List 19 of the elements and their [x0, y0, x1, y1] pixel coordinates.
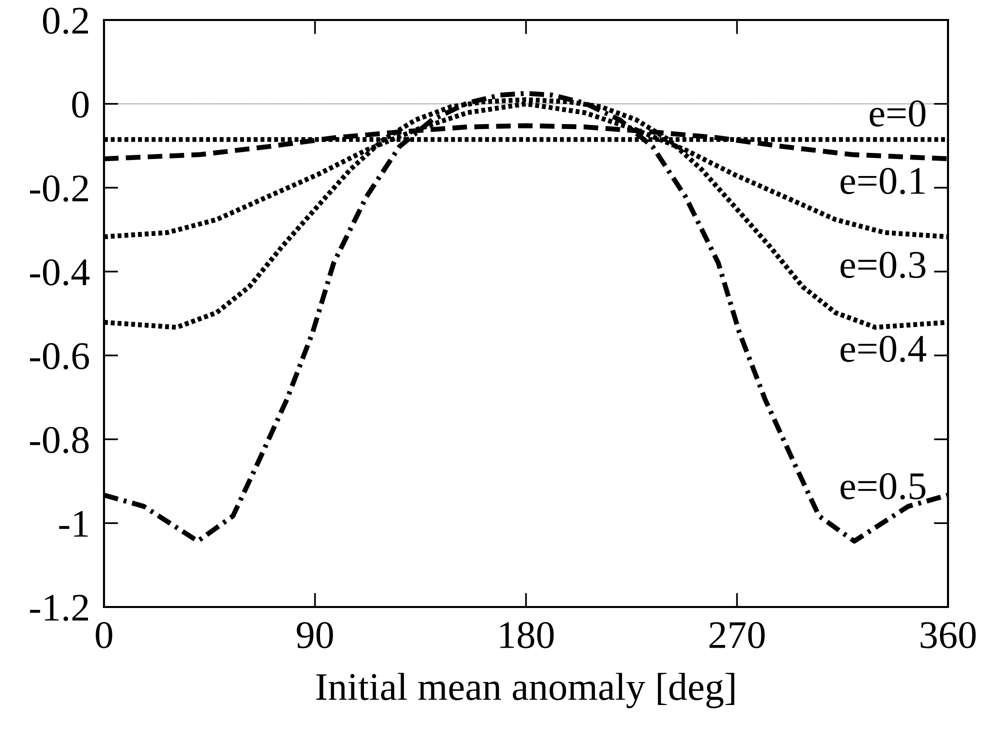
x-tick-label: 180 [500, 622, 554, 648]
x-tick-label: 360 [920, 622, 976, 648]
annotation: e=0.1 [840, 168, 925, 194]
y-tick-label: -1 [59, 510, 88, 537]
x-tick-label: 0 [96, 622, 112, 648]
y-tick-label: -0.2 [30, 175, 88, 202]
x-tick-label: 270 [710, 622, 765, 648]
annotation: e=0.3 [840, 252, 926, 278]
x-tick-label: 90 [296, 622, 333, 648]
y-tick-label: -0.8 [30, 426, 89, 454]
annotation: e=0.4 [840, 336, 926, 362]
y-tick-label: 0 [72, 91, 89, 118]
annotation: e=0 [870, 100, 926, 127]
y-tick-label: -0.4 [30, 259, 90, 286]
y-tick-label: -0.6 [30, 343, 89, 370]
x-axis-title: Initial mean anomaly [deg] [316, 672, 734, 708]
y-tick-label: 0.2 [42, 8, 88, 34]
y-tick-label: -1.2 [30, 594, 88, 622]
annotation: e=0.5 [840, 473, 926, 500]
